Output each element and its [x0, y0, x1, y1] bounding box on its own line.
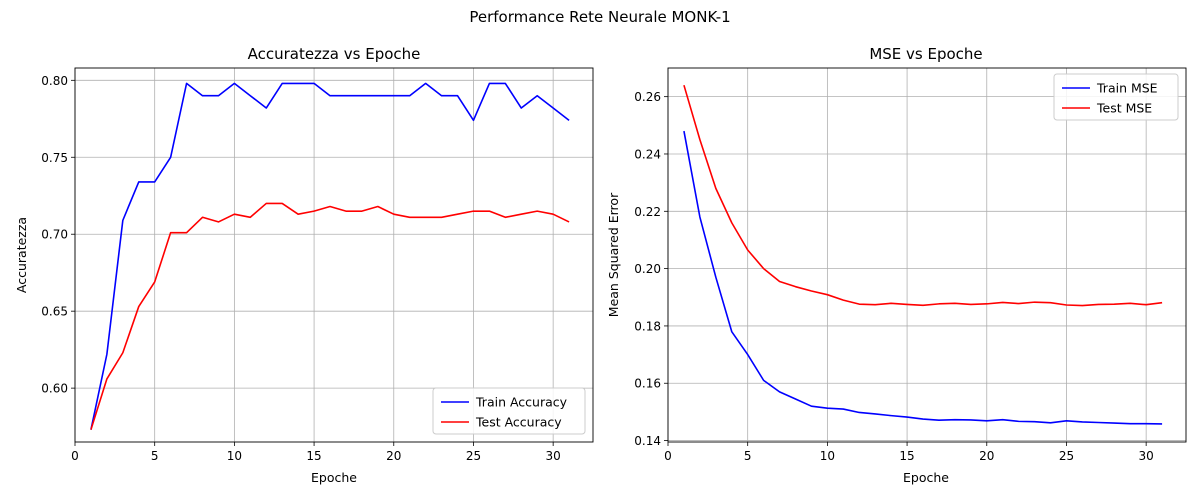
accuracy-x-tick-label: 20	[386, 449, 401, 463]
mse-x-tick-label: 0	[664, 449, 672, 463]
accuracy-legend: Train Accuracy Test Accuracy	[432, 387, 586, 435]
accuracy-x-tick-label: 10	[227, 449, 242, 463]
mse-series-test-mse	[683, 84, 1163, 307]
mse-y-tick-label: 0.22	[634, 205, 661, 219]
accuracy-grid	[74, 68, 593, 442]
mse-legend: Train MSE Test MSE	[1053, 73, 1179, 121]
accuracy-x-axis-label: Epoche	[311, 470, 357, 485]
mse-x-tick-label: 5	[744, 449, 752, 463]
accuracy-x-tick-label: 25	[466, 449, 481, 463]
accuracy-y-tick-label: 0.80	[41, 74, 68, 88]
accuracy-y-tick-label: 0.70	[41, 228, 68, 242]
accuracy-legend-box	[432, 387, 586, 435]
mse-series-train-mse	[683, 130, 1163, 425]
mse-chart: MSE vs Epoche Epoche Mean Squared Error …	[606, 45, 1187, 485]
accuracy-y-axis-label: Accuratezza	[14, 217, 29, 293]
accuracy-legend-label: Train Accuracy	[475, 395, 568, 410]
mse-y-tick-label: 0.20	[634, 262, 661, 276]
mse-y-axis-label: Mean Squared Error	[606, 192, 621, 317]
accuracy-x-tick-label: 30	[546, 449, 561, 463]
mse-chart-title: MSE vs Epoche	[869, 45, 982, 63]
mse-x-tick-label: 20	[979, 449, 994, 463]
mse-plot-frame	[667, 67, 1187, 443]
mse-legend-label: Test MSE	[1096, 101, 1152, 116]
mse-x-tick-label: 15	[899, 449, 914, 463]
mse-y-tick-label: 0.18	[634, 319, 661, 333]
mse-y-tick-label: 0.14	[634, 434, 661, 448]
mse-x-tick-label: 30	[1139, 449, 1154, 463]
mse-y-tick-label: 0.24	[634, 147, 661, 161]
mse-legend-label: Train MSE	[1096, 81, 1158, 96]
accuracy-y-tick-label: 0.75	[41, 151, 68, 165]
mse-x-axis-label: Epoche	[903, 470, 949, 485]
accuracy-plot-frame	[74, 67, 594, 443]
accuracy-x-tick-label: 5	[151, 449, 159, 463]
accuracy-y-tick-label: 0.60	[41, 382, 68, 396]
mse-y-tick-label: 0.16	[634, 377, 661, 391]
figure-suptitle: Performance Rete Neurale MONK-1	[469, 8, 730, 26]
accuracy-series-test-accuracy	[90, 202, 570, 430]
accuracy-x-tick-label: 15	[306, 449, 321, 463]
mse-x-tick-label: 25	[1059, 449, 1074, 463]
accuracy-series-train-accuracy	[90, 82, 570, 430]
accuracy-x-tick-label: 0	[71, 449, 79, 463]
mse-x-tick-label: 10	[820, 449, 835, 463]
mse-grid	[667, 68, 1186, 442]
accuracy-legend-label: Test Accuracy	[475, 415, 562, 430]
accuracy-chart-title: Accuratezza vs Epoche	[248, 45, 421, 63]
accuracy-y-tick-label: 0.65	[41, 305, 68, 319]
accuracy-chart: Accuratezza vs Epoche Epoche Accuratezza…	[14, 45, 594, 485]
mse-y-tick-label: 0.26	[634, 90, 661, 104]
